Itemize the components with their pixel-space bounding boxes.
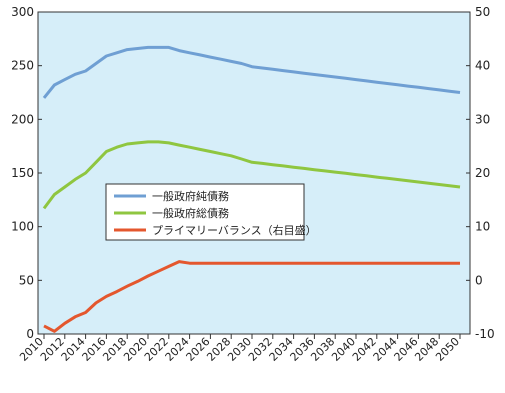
legend-label: プライマリーバランス（右目盛） [152, 223, 317, 237]
series-line [42, 45, 461, 99]
y2-tick-label: 0 [475, 273, 483, 287]
y-tick-label: 300 [11, 5, 34, 19]
legend-label: 一般政府総債務 [152, 206, 229, 220]
series-line [43, 260, 460, 333]
y-tick-label: 200 [11, 112, 34, 126]
y-tick-label: 50 [19, 273, 34, 287]
series-line [42, 140, 461, 210]
y2-tick-label: 10 [475, 220, 490, 234]
y2-tick-label: 20 [475, 166, 490, 180]
y-tick-label: 150 [11, 166, 34, 180]
y-tick-label: 100 [11, 220, 34, 234]
y2-tick-label: -10 [475, 327, 495, 341]
y-tick-label: 0 [26, 327, 34, 341]
y2-tick-label: 50 [475, 5, 490, 19]
legend-label: 一般政府純債務 [152, 189, 229, 203]
x-tick-label: 2050 [433, 335, 462, 364]
y-tick-label: 250 [11, 59, 34, 73]
y2-tick-label: 30 [475, 112, 490, 126]
y2-tick-label: 40 [475, 59, 490, 73]
